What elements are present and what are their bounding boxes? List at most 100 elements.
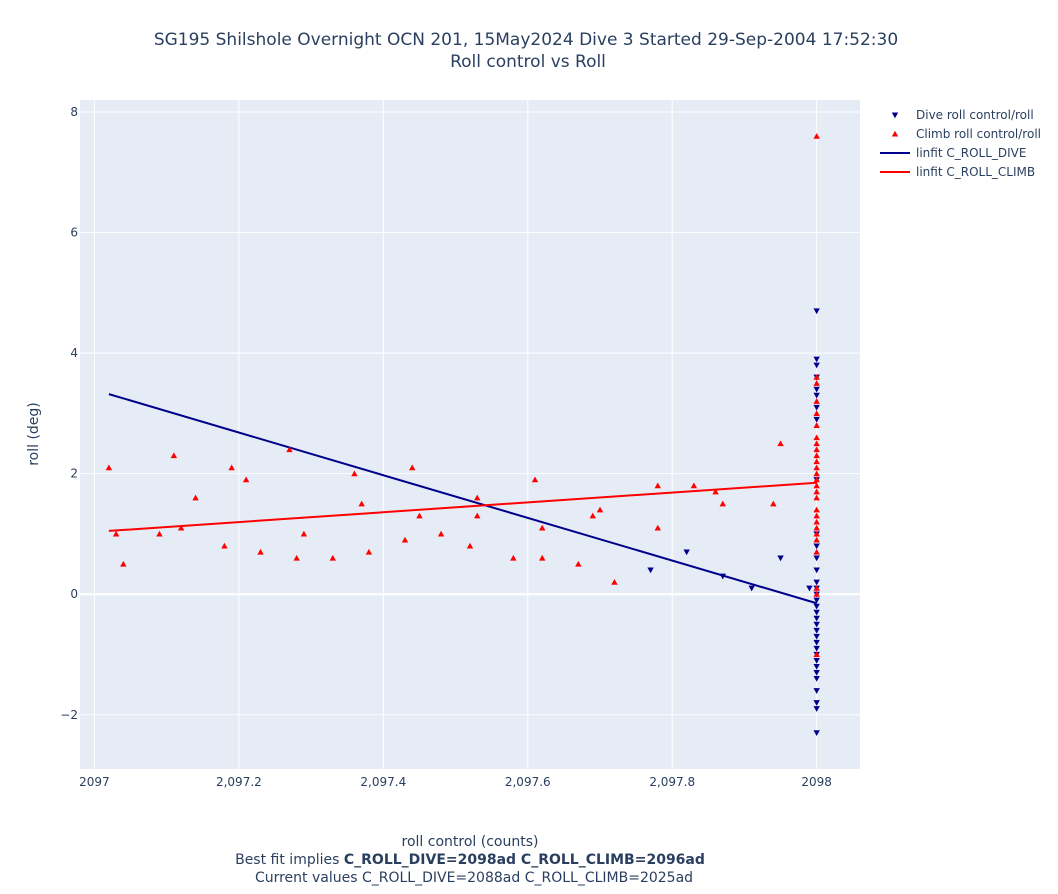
climb-marker: [351, 470, 358, 477]
climb-marker: [813, 548, 820, 555]
climb-marker: [813, 132, 820, 139]
chart-title-line-1: SG195 Shilshole Overnight OCN 201, 15May…: [154, 30, 898, 50]
climb-marker: [293, 554, 300, 561]
legend-item-0[interactable]: Dive roll control/roll: [891, 108, 1034, 122]
dive-marker: [813, 603, 820, 610]
dive-marker: [813, 555, 820, 562]
climb-marker: [813, 398, 820, 404]
dive-marker: [813, 392, 820, 399]
dive-marker: [813, 688, 820, 694]
dive-marker: [813, 639, 820, 646]
climb-marker: [813, 518, 820, 525]
climb-marker: [365, 548, 373, 555]
climb-marker: [192, 494, 199, 501]
plot-data: [105, 132, 820, 737]
climb-marker: [813, 452, 820, 459]
climb-marker: [712, 488, 719, 495]
climb-marker: [358, 500, 365, 507]
y-tick-label: 6: [70, 226, 78, 240]
dive-marker: [813, 706, 820, 712]
x-tick-label: 2,097.2: [216, 775, 262, 789]
dive-marker: [813, 663, 820, 670]
dive-marker: [813, 567, 820, 574]
dive-marker: [683, 549, 690, 556]
dive-marker: [813, 356, 820, 363]
climb-marker: [813, 524, 820, 531]
dive-marker: [748, 585, 755, 592]
climb-marker: [654, 482, 661, 489]
climb-marker: [531, 476, 539, 483]
dive-marker: [813, 404, 820, 411]
dive-marker: [813, 416, 820, 423]
climb-marker: [286, 446, 293, 453]
climb-marker: [257, 548, 264, 555]
climb-marker: [300, 530, 308, 537]
y-tick-label: −2: [60, 708, 78, 722]
dive-marker: [813, 730, 820, 737]
y-tick-label: 8: [70, 105, 78, 119]
dive-marker: [813, 579, 820, 586]
plot-area-background: [80, 100, 860, 769]
climb-marker: [228, 464, 235, 471]
dive-marker: [813, 676, 820, 682]
dive-marker: [813, 386, 820, 393]
climb-marker: [813, 506, 820, 513]
x-tick-label: 2,097.8: [649, 775, 695, 789]
climb-marker: [474, 494, 481, 501]
legend-marker-swatch: [891, 112, 899, 119]
dive-marker: [813, 362, 820, 369]
legend-label: Climb roll control/roll: [916, 127, 1041, 141]
climb-marker: [654, 524, 661, 531]
fit-line-3: [108, 481, 817, 532]
climb-marker: [401, 536, 409, 543]
climb-marker: [813, 488, 820, 495]
climb-marker: [221, 542, 228, 549]
climb-marker: [474, 512, 481, 519]
current-values-caption: Current values C_ROLL_DIVE=2088ad C_ROLL…: [255, 870, 693, 886]
x-tick-label: 2098: [801, 775, 832, 789]
climb-marker: [813, 494, 820, 501]
dive-marker: [777, 555, 784, 562]
fit-line-2: [108, 393, 817, 605]
dive-marker: [813, 657, 820, 664]
climb-marker: [409, 464, 416, 471]
legend-item-3[interactable]: linfit C_ROLL_CLIMB: [880, 165, 1035, 179]
climb-marker: [813, 530, 820, 537]
climb-marker: [813, 380, 820, 386]
legend-item-1[interactable]: Climb roll control/roll: [891, 127, 1041, 141]
chart-title-line-2: Roll control vs Roll: [450, 52, 606, 72]
climb-marker: [611, 578, 618, 585]
best-fit-prefix: Best fit implies: [235, 852, 344, 868]
climb-marker: [596, 506, 604, 513]
climb-marker: [719, 500, 726, 507]
climb-marker: [539, 554, 546, 561]
legend[interactable]: Dive roll control/roll Climb roll control…: [880, 108, 1041, 179]
x-axis-ticks: 2097 2,097.2 2,097.4 2,097.6 2,097.8 2098: [79, 775, 832, 789]
climb-marker: [813, 536, 820, 543]
y-tick-label: 0: [70, 587, 78, 601]
dive-marker: [813, 621, 820, 628]
climb-marker: [813, 470, 820, 477]
climb-marker: [112, 530, 120, 537]
climb-marker: [589, 512, 596, 519]
legend-marker-swatch: [891, 130, 899, 137]
dive-marker: [719, 573, 726, 580]
climb-marker: [242, 476, 250, 483]
climb-marker: [510, 554, 517, 561]
climb-marker: [416, 512, 423, 519]
climb-marker: [813, 482, 820, 489]
dive-marker: [806, 585, 813, 592]
best-fit-values: C_ROLL_DIVE=2098ad C_ROLL_CLIMB=2096ad: [344, 852, 705, 868]
x-axis-title: roll control (counts): [402, 834, 539, 850]
climb-marker: [105, 464, 113, 471]
dive-marker: [813, 615, 820, 622]
dive-marker: [813, 308, 820, 315]
legend-item-2[interactable]: linfit C_ROLL_DIVE: [880, 146, 1026, 160]
climb-marker: [177, 524, 185, 531]
climb-marker: [813, 476, 820, 483]
climb-marker: [813, 464, 820, 471]
dive-marker: [813, 597, 820, 604]
dive-marker: [813, 633, 820, 640]
climb-marker: [575, 560, 582, 567]
